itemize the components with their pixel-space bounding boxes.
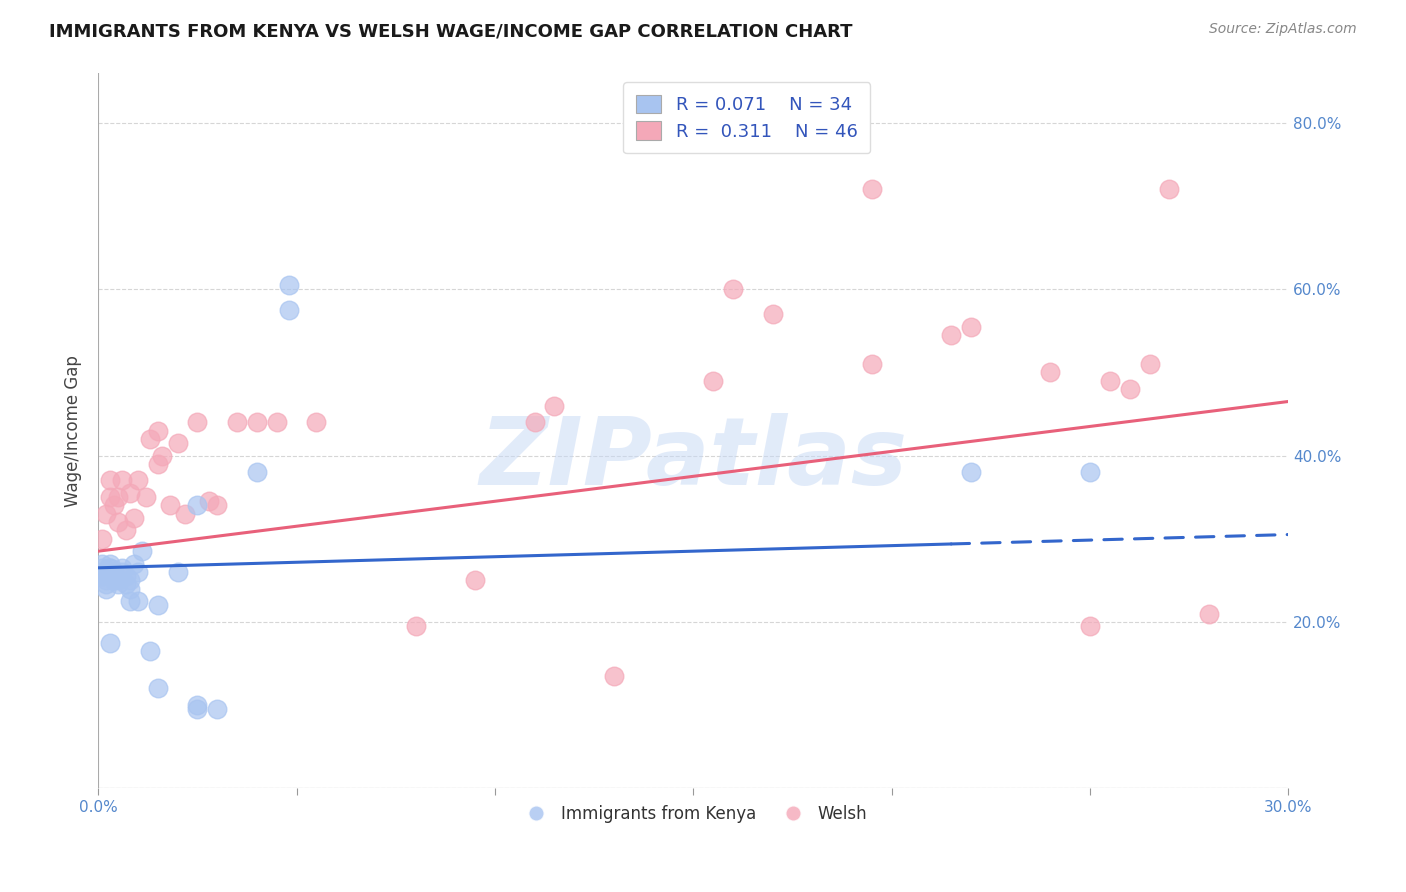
- Point: [1198, 607, 1220, 621]
- Point: [146, 457, 169, 471]
- Point: [91, 565, 114, 579]
- Y-axis label: Wage/Income Gap: Wage/Income Gap: [65, 355, 82, 507]
- Point: [91, 569, 114, 583]
- Point: [127, 594, 149, 608]
- Point: [762, 307, 785, 321]
- Point: [139, 432, 162, 446]
- Point: [186, 499, 208, 513]
- Point: [122, 557, 145, 571]
- Point: [107, 490, 129, 504]
- Point: [115, 569, 138, 583]
- Point: [91, 532, 114, 546]
- Point: [107, 577, 129, 591]
- Point: [103, 565, 125, 579]
- Point: [941, 328, 963, 343]
- Point: [1139, 357, 1161, 371]
- Point: [115, 524, 138, 538]
- Point: [246, 465, 269, 479]
- Point: [94, 577, 117, 591]
- Point: [174, 507, 197, 521]
- Point: [166, 565, 188, 579]
- Text: Source: ZipAtlas.com: Source: ZipAtlas.com: [1209, 22, 1357, 37]
- Point: [1078, 619, 1101, 633]
- Point: [405, 619, 427, 633]
- Point: [186, 698, 208, 712]
- Point: [131, 544, 153, 558]
- Legend: Immigrants from Kenya, Welsh: Immigrants from Kenya, Welsh: [513, 798, 875, 830]
- Point: [205, 702, 228, 716]
- Point: [277, 278, 299, 293]
- Point: [118, 574, 141, 588]
- Point: [146, 599, 169, 613]
- Point: [94, 574, 117, 588]
- Point: [103, 499, 125, 513]
- Point: [159, 499, 181, 513]
- Point: [103, 574, 125, 588]
- Point: [111, 474, 134, 488]
- Point: [94, 507, 117, 521]
- Point: [960, 465, 983, 479]
- Text: ZIPatlas: ZIPatlas: [479, 413, 907, 505]
- Point: [107, 574, 129, 588]
- Point: [721, 282, 744, 296]
- Point: [98, 474, 121, 488]
- Point: [98, 490, 121, 504]
- Point: [98, 557, 121, 571]
- Point: [205, 499, 228, 513]
- Point: [98, 561, 121, 575]
- Point: [107, 515, 129, 529]
- Point: [246, 415, 269, 429]
- Point: [603, 669, 626, 683]
- Point: [135, 490, 157, 504]
- Point: [277, 303, 299, 318]
- Point: [1039, 365, 1062, 379]
- Point: [464, 574, 486, 588]
- Point: [1078, 465, 1101, 479]
- Point: [111, 561, 134, 575]
- Point: [305, 415, 328, 429]
- Point: [127, 565, 149, 579]
- Point: [98, 635, 121, 649]
- Point: [118, 582, 141, 596]
- Point: [1098, 374, 1121, 388]
- Point: [702, 374, 724, 388]
- Point: [266, 415, 288, 429]
- Point: [960, 319, 983, 334]
- Point: [127, 474, 149, 488]
- Point: [543, 399, 565, 413]
- Point: [860, 357, 883, 371]
- Text: IMMIGRANTS FROM KENYA VS WELSH WAGE/INCOME GAP CORRELATION CHART: IMMIGRANTS FROM KENYA VS WELSH WAGE/INCO…: [49, 22, 852, 40]
- Point: [198, 494, 221, 508]
- Point: [139, 644, 162, 658]
- Point: [118, 594, 141, 608]
- Point: [146, 681, 169, 696]
- Point: [860, 182, 883, 196]
- Point: [91, 561, 114, 575]
- Point: [115, 577, 138, 591]
- Point: [118, 486, 141, 500]
- Point: [103, 569, 125, 583]
- Point: [91, 557, 114, 571]
- Point: [226, 415, 249, 429]
- Point: [146, 424, 169, 438]
- Point: [98, 565, 121, 579]
- Point: [98, 561, 121, 575]
- Point: [523, 415, 546, 429]
- Point: [111, 565, 134, 579]
- Point: [186, 702, 208, 716]
- Point: [1119, 382, 1142, 396]
- Point: [94, 582, 117, 596]
- Point: [122, 511, 145, 525]
- Point: [186, 415, 208, 429]
- Point: [1159, 182, 1181, 196]
- Point: [150, 449, 173, 463]
- Point: [166, 436, 188, 450]
